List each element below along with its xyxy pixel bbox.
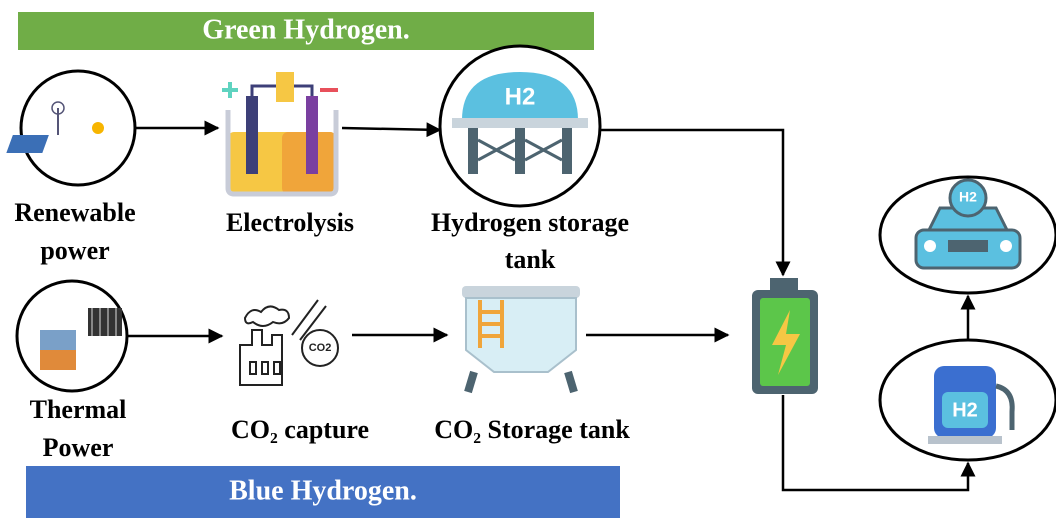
banner-text: Green Hydrogen. xyxy=(202,14,409,45)
thermal-icon xyxy=(17,281,127,391)
node-label: Electrolysis xyxy=(226,208,354,237)
icon-text: H2 xyxy=(959,189,977,205)
battery-icon xyxy=(752,278,818,394)
node-label: Renewable xyxy=(14,198,135,227)
diagram: Green Hydrogen. Blue Hydrogen. Renewable… xyxy=(0,0,1056,521)
node-label: CO₂ Storage tank xyxy=(434,415,630,444)
banner-text: Blue Hydrogen. xyxy=(229,475,417,506)
node-label: Hydrogen storage xyxy=(431,208,629,237)
icon-text: CO2 xyxy=(309,342,332,354)
node-label: Thermal xyxy=(30,395,127,424)
capture-icon: CO2 xyxy=(240,300,338,385)
node-label: Power xyxy=(43,433,114,462)
co2-tank-icon xyxy=(462,286,580,392)
pump-icon: H2 xyxy=(880,340,1056,460)
icon-text: H2 xyxy=(505,83,536,110)
hydrogen-tank-icon: H2 xyxy=(440,46,600,206)
node-label: CO₂ capture xyxy=(231,415,369,444)
renewable-icon xyxy=(6,71,135,185)
node-label: tank xyxy=(505,245,556,274)
icon-text: H2 xyxy=(952,399,978,421)
car-icon: H2 xyxy=(880,177,1056,293)
node-label: power xyxy=(40,236,109,265)
electrolysis-icon xyxy=(222,72,338,194)
